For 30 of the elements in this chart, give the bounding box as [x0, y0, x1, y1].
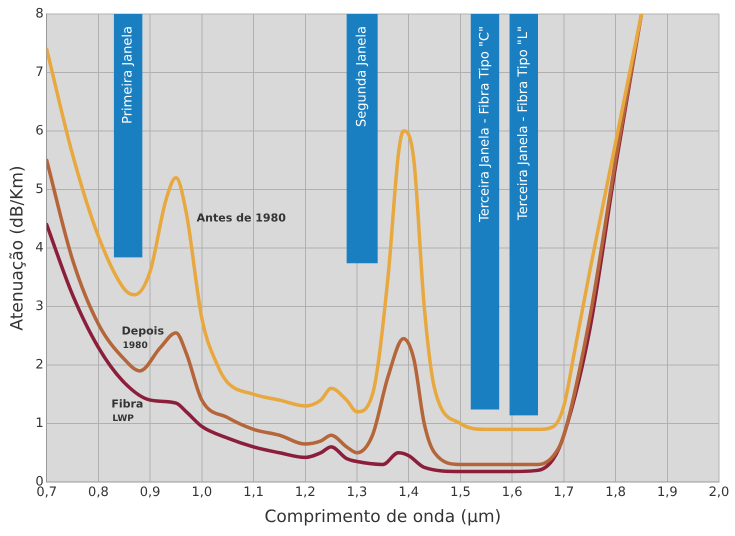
band-label: Terceira Janela - Fibra Tipo "C"	[477, 26, 492, 223]
y-tick-label: 8	[35, 6, 44, 22]
x-tick-label: 1,3	[346, 485, 368, 500]
x-tick-label: 1,2	[294, 485, 316, 500]
x-tick-label: 1,8	[605, 485, 626, 500]
x-tick-label: 1,6	[502, 485, 522, 500]
y-tick-label: 4	[35, 240, 44, 256]
x-tick-label: 1,5	[450, 485, 471, 500]
x-axis-title: Comprimento de onda (µm)	[264, 507, 502, 528]
y-axis-title: Atenuação (dB/Km)	[8, 165, 28, 331]
y-tick-label: 6	[35, 123, 44, 138]
series-label: Fibra LWP	[111, 398, 144, 424]
y-tick-label: 3	[35, 298, 44, 314]
x-tick-label: 2,0	[708, 485, 730, 500]
x-tick-label: 1,0	[191, 485, 212, 500]
band-label: Primeira Janela	[120, 26, 136, 124]
y-tick-label: 2	[35, 357, 44, 372]
x-tick-label: 1,9	[656, 485, 678, 500]
series-label: Depois 1980	[122, 324, 164, 352]
band-label: Segunda Janela	[354, 26, 370, 127]
x-tick-label: 0,9	[140, 485, 160, 500]
y-tick-label: 7	[35, 64, 44, 80]
x-tick-label: 1,4	[398, 485, 420, 500]
x-tick-label: 1,1	[243, 485, 264, 500]
band-label: Terceira Janela - Fibra Tipo "L"	[516, 26, 532, 222]
x-tick-label: 1,7	[554, 485, 574, 500]
y-tick-label: 1	[35, 416, 44, 431]
series-label: Antes de 1980	[196, 212, 286, 225]
x-tick-label: 0,8	[88, 485, 109, 500]
y-tick-label: 5	[35, 182, 44, 197]
